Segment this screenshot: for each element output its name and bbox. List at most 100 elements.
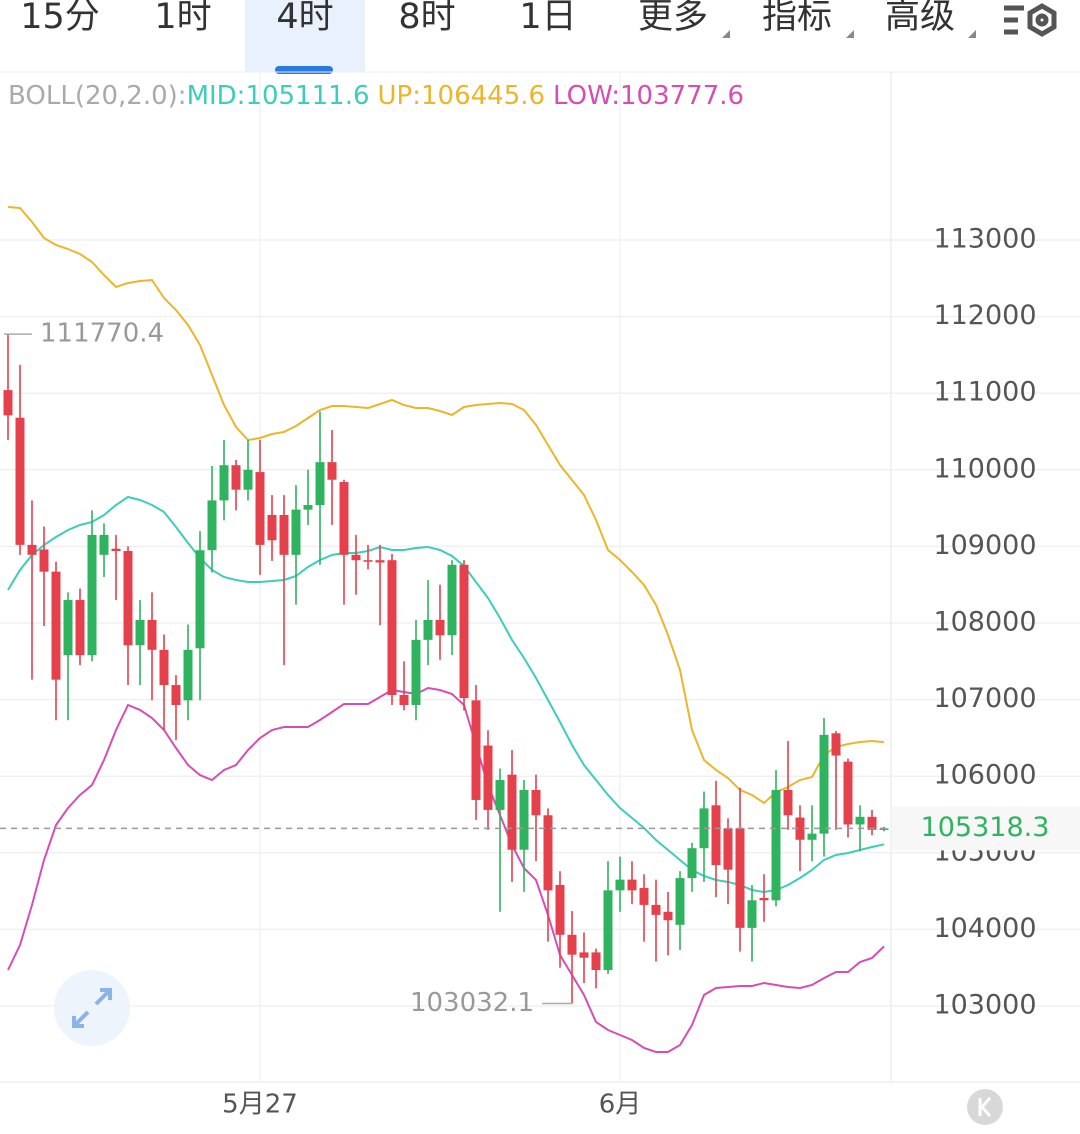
y-tick-label: 104000 xyxy=(933,913,1036,944)
candle-body xyxy=(363,560,373,562)
candle-body xyxy=(291,509,301,555)
candle-body xyxy=(87,534,97,656)
y-tick-label: 111000 xyxy=(933,377,1036,408)
candle-body xyxy=(219,465,229,501)
k-button[interactable] xyxy=(967,1089,1003,1125)
plot: 111770.4 103032.1 105318.3 xyxy=(0,206,1080,1053)
current-price-label: 105318.3 xyxy=(921,812,1050,843)
dropdown-arrow xyxy=(722,30,730,38)
expand-icon xyxy=(72,988,112,1028)
annotation-label: 111770.4 xyxy=(40,319,164,349)
candle-body xyxy=(603,890,613,971)
x-tick-label: 6月 xyxy=(599,1090,642,1120)
tab[interactable]: 8时 xyxy=(398,0,455,37)
settings-icon[interactable] xyxy=(1004,3,1057,37)
candle-body xyxy=(567,934,577,955)
expand-button[interactable] xyxy=(54,970,130,1046)
legend-entry: MID:105111.6 xyxy=(187,81,370,111)
candle-body xyxy=(783,789,793,816)
x-tick-label: 5月27 xyxy=(222,1090,298,1120)
candle-body xyxy=(231,465,241,490)
candle-body xyxy=(195,550,205,649)
candle-body xyxy=(795,817,805,840)
tab[interactable]: 高级 xyxy=(885,0,955,37)
y-tick-label: 113000 xyxy=(933,223,1036,254)
candle-body xyxy=(495,780,505,810)
candle-body xyxy=(459,564,469,699)
tab[interactable]: 指标 xyxy=(762,0,832,37)
y-tick-label: 107000 xyxy=(933,683,1036,714)
candle-body xyxy=(303,505,313,510)
candle-body xyxy=(663,911,673,921)
candle-body xyxy=(147,619,157,650)
tab[interactable]: 15分 xyxy=(20,0,100,37)
candle-body xyxy=(171,685,181,705)
candle-body xyxy=(279,514,289,555)
tab-bar: 15分 1时 4时 8时 1日 更多 指标 高级 xyxy=(20,0,955,37)
boll-line xyxy=(7,686,885,1053)
candle-body xyxy=(339,482,349,555)
candle-body xyxy=(63,600,73,656)
candle-body xyxy=(831,733,841,756)
active-tab-indicator xyxy=(275,66,333,74)
tab[interactable]: 更多 xyxy=(638,0,708,37)
candle-body xyxy=(387,560,397,696)
y-tick-label: 110000 xyxy=(933,453,1036,484)
candle-body xyxy=(411,639,421,705)
tab[interactable]: 1时 xyxy=(154,0,211,37)
candle-body xyxy=(747,900,757,928)
k-icon xyxy=(978,1097,992,1117)
candle-body xyxy=(447,564,457,636)
boll-line xyxy=(7,495,885,894)
candle-body xyxy=(519,789,529,850)
candle-body xyxy=(807,833,817,840)
candle-body xyxy=(843,761,853,825)
candle-body xyxy=(207,500,217,551)
y-tick-label: 109000 xyxy=(933,530,1036,561)
candle-body xyxy=(579,952,589,958)
candle-body xyxy=(531,789,541,816)
indicator-name: BOLL(20,2.0): xyxy=(8,81,187,111)
dropdown-arrow xyxy=(846,30,854,38)
candle-body xyxy=(159,649,169,686)
y-tick-label: 108000 xyxy=(933,606,1036,637)
grid: 1030001040001050001060001070001080001090… xyxy=(0,72,1080,1120)
candle-body xyxy=(3,390,13,416)
candle-body xyxy=(315,462,325,506)
candle-body xyxy=(51,571,61,680)
tab[interactable]: 4时 xyxy=(276,0,333,37)
candle-body xyxy=(867,816,877,830)
candle-body xyxy=(759,898,769,901)
indicator-legend: BOLL(20,2.0):MID:105111.6 UP:106445.6 LOW:… xyxy=(8,81,744,111)
candle-body xyxy=(543,815,553,891)
legend-entry: LOW:103777.6 xyxy=(553,81,744,111)
legend-entry: UP:106445.6 xyxy=(378,81,546,111)
candle-body xyxy=(855,816,865,825)
candle-body xyxy=(327,462,337,480)
tab[interactable]: 1日 xyxy=(519,0,576,37)
candle-body xyxy=(399,695,409,705)
y-tick-label: 112000 xyxy=(933,300,1036,331)
candle-body xyxy=(99,534,109,555)
y-tick-label: 103000 xyxy=(933,990,1036,1021)
candle-body xyxy=(123,550,133,646)
candle-body xyxy=(627,879,637,891)
candle-body xyxy=(39,549,49,572)
candle-body xyxy=(723,828,733,870)
candle-body xyxy=(15,417,25,545)
candle-body xyxy=(555,884,565,935)
active-tab-bg xyxy=(245,0,365,72)
y-tick-label: 106000 xyxy=(933,760,1036,791)
candle-body xyxy=(675,878,685,925)
candle-body xyxy=(771,789,781,901)
candle-body xyxy=(471,700,481,800)
candle-body xyxy=(255,472,265,545)
candle-body xyxy=(735,828,745,928)
candle-body xyxy=(651,904,661,915)
candle-body xyxy=(435,619,445,636)
candle-body xyxy=(483,745,493,810)
candle-body xyxy=(111,548,121,551)
candle-body xyxy=(375,560,385,563)
